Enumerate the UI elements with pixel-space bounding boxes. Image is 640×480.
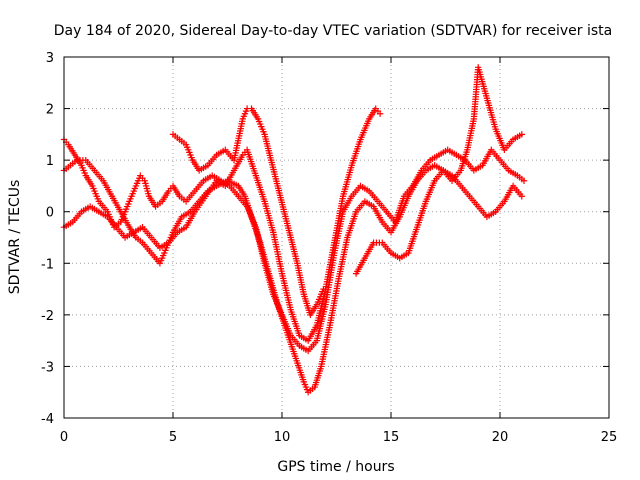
data-point (518, 193, 525, 200)
plot-frame (63, 56, 610, 419)
x-tick-label: 20 (492, 430, 509, 445)
grid (64, 57, 609, 418)
y-tick-label: -4 (41, 412, 54, 427)
data-point (376, 110, 384, 117)
axis-ticks: 0 5 10 15 20 25 -4 -3 -2 -1 0 1 2 3 (41, 51, 617, 445)
y-tick-label: -1 (41, 257, 54, 272)
data-points (60, 64, 528, 396)
y-tick-label: 0 (46, 206, 54, 221)
x-tick-label: 0 (60, 430, 68, 445)
chart-title: Day 184 of 2020, Sidereal Day-to-day VTE… (54, 23, 612, 39)
y-tick-label: -2 (41, 309, 54, 324)
x-axis-label: GPS time / hours (277, 459, 394, 475)
y-tick-label: 3 (46, 51, 54, 66)
y-tick-label: 2 (46, 103, 54, 118)
x-tick-label: 15 (383, 430, 400, 445)
y-axis-label: SDTVAR / TECUs (7, 180, 23, 295)
data-point (520, 177, 528, 184)
x-tick-label: 25 (601, 430, 618, 445)
x-tick-label: 10 (274, 430, 291, 445)
y-tick-label: 1 (46, 154, 54, 169)
data-point (320, 285, 327, 293)
data-point (518, 131, 525, 138)
y-tick-label: -3 (41, 360, 54, 375)
x-tick-label: 5 (169, 430, 177, 445)
